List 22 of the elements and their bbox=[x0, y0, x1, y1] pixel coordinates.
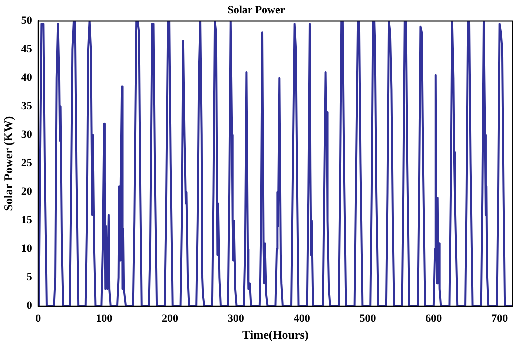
y-tick-label: 50 bbox=[21, 15, 33, 28]
y-tick-label: 45 bbox=[21, 44, 33, 56]
y-tick-label: 35 bbox=[21, 100, 33, 113]
y-tick-label: 0 bbox=[26, 300, 33, 312]
x-tick-label: 500 bbox=[360, 312, 377, 325]
x-tick-label: 300 bbox=[228, 312, 245, 325]
chart-title: Solar Power bbox=[228, 4, 286, 16]
y-tick-label: 40 bbox=[21, 72, 33, 84]
x-tick-label: 200 bbox=[162, 312, 179, 325]
x-tick-label: 600 bbox=[426, 312, 443, 325]
x-tick-label: 100 bbox=[96, 312, 114, 325]
x-axis-title: Time(Hours) bbox=[242, 328, 309, 342]
y-tick-label: 20 bbox=[21, 186, 33, 198]
y-axis-title: Solar Power (KW) bbox=[1, 116, 16, 212]
y-tick-label: 5 bbox=[26, 272, 33, 284]
y-tick-label: 15 bbox=[21, 214, 33, 227]
y-tick-label: 25 bbox=[21, 158, 33, 170]
y-tick-label: 10 bbox=[21, 243, 33, 256]
y-tick-label: 30 bbox=[21, 129, 33, 142]
x-tick-label: 700 bbox=[492, 312, 509, 325]
x-tick-label: 400 bbox=[294, 312, 311, 325]
x-tick-label: 0 bbox=[36, 312, 42, 325]
